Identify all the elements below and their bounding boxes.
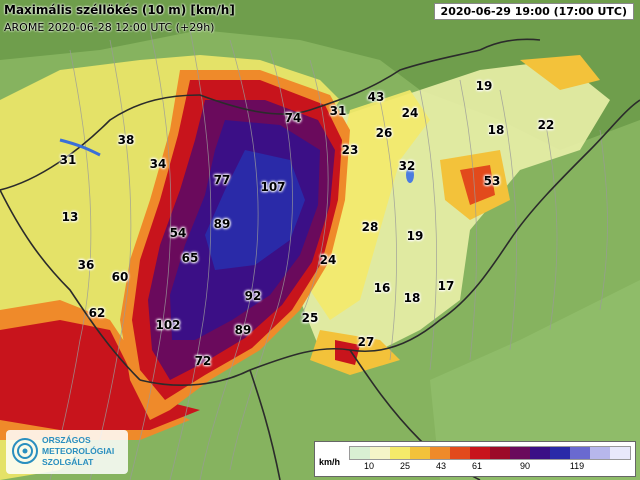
model-run-info: AROME 2020-06-28 12:00 UTC (+29h) [4,21,215,34]
legend-swatch [570,447,590,459]
gust-label: 77 [213,173,231,187]
gust-label: 102 [155,318,181,332]
gust-label: 18 [403,291,421,305]
gust-label: 62 [88,306,106,320]
valid-time-badge: 2020-06-29 19:00 (17:00 UTC) [433,3,634,20]
gust-zone-orange-ne [520,55,600,90]
southern-terrain [430,280,640,480]
gust-label: 92 [244,289,262,303]
gust-label: 32 [398,159,416,173]
legend-swatch [530,447,550,459]
legend-swatch [550,447,570,459]
squall-core [205,150,305,270]
map-title: Maximális széllökés (10 m) [km/h] [4,3,235,17]
legend-tick-label: 61 [471,461,483,471]
legend-swatch [470,447,490,459]
legend-swatch [510,447,530,459]
legend-swatch [430,447,450,459]
gust-zone-red-east [460,165,495,205]
legend-unit: km/h [319,457,341,467]
legend-swatch [450,447,470,459]
gust-label: 17 [437,279,455,293]
gust-label: 31 [59,153,77,167]
logo-text: ORSZÁGOS METEOROLÓGIAI SZOLGÁLAT [42,435,114,468]
gust-label: 27 [357,335,375,349]
legend-swatch [490,447,510,459]
gust-label: 26 [375,126,393,140]
gust-label: 74 [284,111,302,125]
gust-label: 53 [483,174,501,188]
gust-label: 38 [117,133,135,147]
gust-label: 25 [301,311,319,325]
wind-streamlines [49,29,608,480]
gust-label: 60 [111,270,129,284]
gust-label: 23 [341,143,359,157]
legend-color-bar [349,446,631,460]
gust-zone-red-south [335,340,360,365]
legend-swatch [610,447,630,459]
legend-tick-label: 90 [519,461,531,471]
legend-swatch [370,447,390,459]
gust-label: 13 [61,210,79,224]
gust-label: 43 [367,90,385,104]
gust-label: 31 [329,104,347,118]
gust-label: 28 [361,220,379,234]
gust-label: 72 [194,354,212,368]
legend-swatch [590,447,610,459]
gust-label: 19 [475,79,493,93]
logo-line-2: METEOROLÓGIAI [42,446,115,456]
river [59,138,101,157]
legend-tick-label: 25 [399,461,411,471]
omsz-logo: ORSZÁGOS METEOROLÓGIAI SZOLGÁLAT [6,430,128,474]
gust-label: 107 [260,180,286,194]
legend-tick-label: 10 [363,461,375,471]
logo-line-1: ORSZÁGOS [42,435,91,445]
gust-label: 24 [319,253,337,267]
color-legend: km/h 10 25 43 61 90 119 [314,441,636,477]
gust-label: 24 [401,106,419,120]
gust-label: 36 [77,258,95,272]
legend-tick-label: 119 [569,461,585,471]
gust-label: 16 [373,281,391,295]
gust-label: 34 [149,157,167,171]
gust-label: 22 [537,118,555,132]
logo-icon [12,438,38,464]
legend-swatch [410,447,430,459]
gust-label: 89 [213,217,231,231]
legend-tick-label: 43 [435,461,447,471]
gust-label: 54 [169,226,187,240]
gust-label: 19 [406,229,424,243]
gust-label: 89 [234,323,252,337]
logo-line-3: SZOLGÁLAT [42,457,94,467]
lake [406,167,414,183]
legend-swatch [390,447,410,459]
gust-label: 18 [487,123,505,137]
gust-label: 65 [181,251,199,265]
gust-zone-yellow [310,90,430,320]
legend-swatch [350,447,370,459]
